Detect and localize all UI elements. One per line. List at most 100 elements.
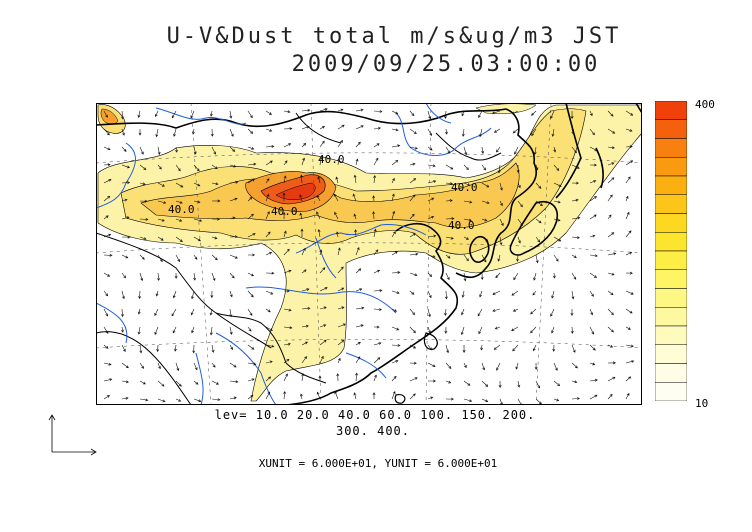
wind-arrow	[427, 326, 431, 334]
wind-arrow	[301, 324, 309, 328]
wind-arrow	[121, 110, 125, 120]
wind-arrow	[283, 391, 287, 400]
wind-arrow	[391, 391, 396, 400]
wind-arrow	[139, 254, 145, 260]
wind-arrow	[498, 380, 502, 388]
wind-arrow	[512, 128, 519, 134]
wind-arrow	[139, 362, 144, 369]
wind-arrow	[479, 128, 483, 138]
wind-arrow	[463, 218, 472, 222]
wind-arrow	[625, 128, 633, 132]
wind-arrow	[445, 362, 452, 369]
wind-arrow	[192, 344, 196, 354]
wind-arrow	[427, 290, 432, 299]
wind-arrow	[121, 396, 129, 400]
wind-arrow	[512, 344, 519, 352]
wind-arrow	[355, 324, 364, 328]
wind-arrow	[265, 178, 270, 184]
wind-arrow	[193, 200, 201, 204]
wind-arrow	[299, 194, 303, 202]
wind-arrow	[571, 272, 577, 280]
wind-arrow	[265, 391, 271, 400]
wind-arrow	[154, 110, 159, 118]
wind-arrow	[283, 326, 293, 330]
wind-arrow	[511, 290, 519, 296]
wind-arrow	[445, 236, 454, 240]
wind-arrow	[463, 380, 471, 386]
wind-arrow	[103, 395, 110, 400]
wind-arrow	[175, 380, 182, 387]
wind-arrow	[173, 128, 177, 137]
contour-label: 40.0	[448, 219, 475, 232]
wind-arrow	[139, 217, 149, 221]
wind-arrow	[301, 125, 310, 130]
wind-arrow	[409, 377, 418, 382]
wind-arrow	[355, 341, 361, 346]
wind-arrow	[157, 146, 161, 155]
wind-arrow	[283, 230, 287, 238]
wind-arrow	[301, 306, 311, 310]
wind-arrow	[211, 398, 221, 402]
wind-arrow	[247, 344, 255, 350]
wind-arrow	[444, 308, 447, 316]
wind-arrow	[372, 211, 376, 220]
wind-arrow	[391, 144, 401, 148]
wind-arrow	[553, 236, 562, 242]
wind-arrow	[373, 143, 380, 148]
wind-arrow	[319, 108, 328, 112]
wind-arrow	[337, 139, 343, 148]
wind-arrow	[211, 380, 220, 385]
wind-arrow	[445, 164, 454, 170]
map-frame	[96, 103, 642, 405]
wind-arrow	[493, 344, 501, 350]
colorbar-cell	[655, 194, 687, 214]
wind-arrow	[121, 254, 129, 259]
wind-arrow	[372, 195, 376, 202]
wind-arrow	[103, 326, 109, 334]
wind-arrow	[265, 308, 271, 313]
wind-arrow	[247, 272, 255, 277]
wind-arrow	[355, 356, 361, 364]
wind-arrow	[120, 308, 124, 318]
wind-arrow	[337, 247, 341, 256]
wind-arrow	[535, 236, 541, 243]
wind-arrow	[301, 356, 307, 364]
wind-arrow	[317, 176, 321, 184]
wind-arrow	[589, 344, 596, 351]
wind-arrow	[373, 110, 383, 113]
wind-arrow	[191, 326, 195, 334]
wind-arrow	[481, 164, 487, 171]
wind-arrow	[409, 326, 416, 334]
wind-arrow	[589, 146, 598, 152]
wind-arrow	[445, 199, 453, 203]
wind-arrow	[247, 326, 252, 332]
wind-arrow	[175, 236, 183, 242]
wind-arrow	[625, 176, 631, 184]
wind-arrow	[229, 290, 233, 298]
wind-arrow	[265, 110, 273, 115]
wind-arrow	[427, 110, 432, 120]
wind-arrow	[445, 146, 451, 154]
wind-arrow	[301, 373, 305, 382]
wind-arrow	[514, 146, 519, 155]
wind-arrow	[193, 182, 201, 187]
wind-arrow	[174, 344, 177, 352]
wind-arrow	[211, 164, 218, 170]
wind-arrow	[265, 360, 273, 364]
wind-arrow	[319, 287, 328, 292]
wind-arrow	[247, 394, 254, 400]
wind-arrow	[193, 164, 200, 172]
wind-arrow	[589, 128, 595, 136]
wind-arrow	[553, 380, 561, 387]
wind-arrow	[121, 272, 126, 279]
wind-arrow	[535, 380, 541, 389]
wind-arrow	[247, 196, 253, 202]
wind-arrow	[516, 254, 520, 262]
wind-arrow	[229, 128, 234, 137]
wind-arrow	[137, 326, 141, 335]
wind-arrow	[265, 128, 273, 132]
wind-arrow	[571, 236, 580, 240]
wind-arrow	[333, 193, 339, 202]
wind-arrow	[373, 174, 377, 184]
wind-arrow	[427, 379, 437, 383]
